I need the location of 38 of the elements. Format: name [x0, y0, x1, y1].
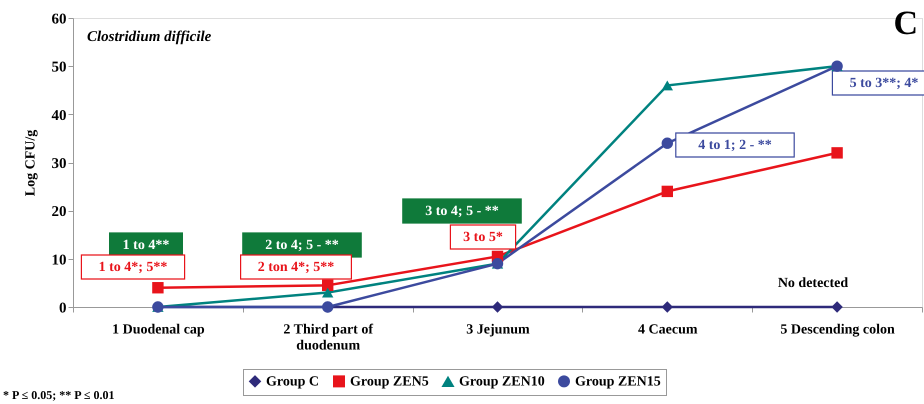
- y-tick-label: 20: [52, 204, 66, 220]
- point: [322, 288, 334, 298]
- chart-title: C: [893, 5, 918, 42]
- y-tick-label: 50: [52, 60, 66, 76]
- point: [492, 301, 504, 313]
- point: [152, 282, 164, 294]
- annotation: 2 to 4; 5 - **: [265, 238, 339, 253]
- annotation: 2 ton 4*; 5**: [258, 260, 334, 275]
- x-tick-label: 5 Descending colon: [780, 322, 895, 338]
- y-tick-label: 40: [52, 108, 66, 124]
- y-tick-label: 10: [52, 252, 66, 268]
- point: [662, 138, 673, 149]
- y-tick-label: 60: [52, 12, 66, 28]
- legend-label: Group C: [266, 374, 320, 390]
- annotation: 1 to 4*; 5**: [98, 260, 168, 275]
- x-tick-label: 1 Duodenal cap: [112, 322, 205, 338]
- text: Clostridium difficile: [87, 29, 212, 45]
- point: [831, 301, 843, 313]
- point: [831, 147, 843, 159]
- annotation: No detected: [778, 276, 848, 291]
- x-tick-label: 3 Jejunum: [466, 322, 530, 338]
- x-tick-label: 4 Caecum: [638, 322, 698, 338]
- legend-label: Group ZEN15: [575, 374, 661, 390]
- point: [322, 280, 334, 292]
- y-axis-title: Log CFU/g: [24, 130, 38, 196]
- y-tick-label: 30: [52, 156, 66, 172]
- y-tick-label: 0: [59, 300, 66, 316]
- legend-label: Group ZEN10: [459, 374, 545, 390]
- annotation: 5 to 3**; 4*: [850, 76, 918, 91]
- point: [662, 301, 673, 313]
- annotation: 4 to 1; 2 - **: [698, 138, 772, 153]
- text: * P ≤ 0.05; ** P ≤ 0.01: [3, 388, 115, 402]
- annotation: 3 to 5*: [463, 230, 503, 245]
- x-tick-label: 2 Third part of duodenum: [283, 322, 374, 354]
- point: [662, 80, 673, 90]
- point: [662, 186, 673, 198]
- annotation: 1 to 4**: [122, 238, 170, 253]
- legend-label: Group ZEN5: [350, 374, 429, 390]
